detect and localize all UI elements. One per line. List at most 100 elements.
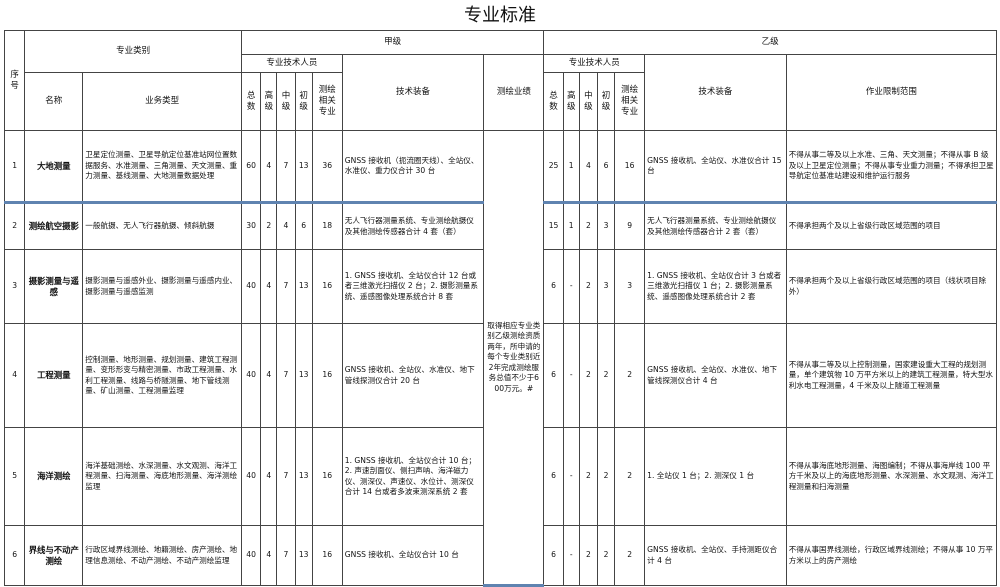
header-high-a: 高级 [260, 72, 278, 131]
row-name: 海洋测绘 [24, 427, 84, 526]
b-high: 1 [562, 130, 580, 204]
row-limit: 不得从事国界线测绘，行政区域界线测绘；不得从事 10 万平方米以上的房产测绘 [785, 525, 998, 586]
a-high: 4 [260, 323, 278, 428]
row-no: 4 [3, 323, 26, 428]
b-init: 3 [596, 249, 616, 324]
b-related: 16 [614, 130, 646, 204]
header-limit: 作业限制范围 [785, 54, 998, 131]
a-high: 4 [260, 525, 278, 586]
table-row: 5 海洋测绘 海洋基础测绘、水深测量、水文观测、海洋工程测量、扫海测量、海底地形… [3, 427, 998, 526]
header-equip-b: 技术装备 [644, 54, 787, 131]
a-high: 4 [260, 427, 278, 526]
table-row: 3 摄影测量与遥感 摄影测量与遥感外业、摄影测量与遥感内业、摄影测量与遥感监测 … [3, 249, 998, 324]
a-related: 16 [311, 525, 343, 586]
a-equip: GNSS 接收机（扼流圈天线）、全站仪、水准仪、重力仪合计 30 台 [341, 130, 485, 204]
b-mid: 2 [578, 323, 598, 428]
b-high: - [562, 249, 580, 324]
a-equip: GNSS 接收机、全站仪、水准仪、地下管线探测仪合计 20 台 [341, 323, 485, 428]
header-high-b: 高级 [562, 72, 580, 131]
b-total: 6 [543, 323, 564, 428]
table-row: 4 工程测量 控制测量、地形测量、规划测量、建筑工程测量、变形形变与精密测量、市… [3, 323, 998, 428]
row-biz: 海洋基础测绘、水深测量、水文观测、海洋工程测量、扫海测量、海底地形测量、海洋测绘… [82, 427, 242, 526]
b-mid: 2 [578, 202, 598, 250]
a-equip: 1. GNSS 接收机、全站仪合计 10 台；2. 声速剖面仪、侧扫声呐、海洋磁… [341, 427, 485, 526]
a-mid: 7 [276, 323, 296, 428]
b-related: 2 [614, 323, 646, 428]
header-staff-b: 专业技术人员 [543, 54, 646, 73]
header-init-a: 初级 [294, 72, 313, 131]
table-row: 6 界线与不动产测绘 行政区域界线测绘、地籍测绘、房产测绘、地理信息测绘、不动产… [3, 525, 998, 586]
b-init: 2 [596, 525, 616, 586]
a-init: 13 [294, 427, 313, 526]
b-equip: 1. 全站仪 1 台；2. 测深仪 1 台 [644, 427, 787, 526]
a-init: 6 [294, 202, 313, 250]
b-related: 9 [614, 202, 646, 250]
a-equip: 无人飞行器测量系统、专业测绘航摄仪及其他测绘传感器合计 4 套（套） [341, 202, 485, 250]
header-category: 专业类别 [24, 30, 242, 73]
row-limit: 不得从事二等及以上控制测量，国家建设重大工程的规划测量，单个建筑物 10 万平方… [785, 323, 998, 428]
row-limit: 不得承担两个及以上省级行政区域范围的项目（线状项目除外） [785, 249, 998, 324]
header-biz: 业务类型 [82, 72, 242, 131]
b-total: 6 [543, 249, 564, 324]
a-related: 18 [311, 202, 343, 250]
b-related: 3 [614, 249, 646, 324]
page-title: 专业标准 [464, 5, 536, 26]
row-limit: 不得承担两个及以上省级行政区域范围的项目 [785, 202, 998, 250]
header-mid-a: 中级 [276, 72, 296, 131]
row-biz: 卫星定位测量、卫星导航定位基准站网位置数据服务、水准测量、三角测量、天文测量、重… [82, 130, 242, 204]
b-total: 15 [543, 202, 564, 250]
header-grade-b: 乙级 [543, 30, 997, 55]
a-related: 16 [311, 249, 343, 324]
b-equip: 无人飞行器测量系统、专业测绘航摄仪及其他测绘传感器合计 2 套（套） [644, 202, 787, 250]
a-init: 13 [294, 525, 313, 586]
row-name: 测绘航空摄影 [24, 202, 84, 250]
row-name: 界线与不动产测绘 [24, 525, 84, 586]
row-name: 摄影测量与遥感 [24, 249, 84, 324]
performance-cell: 取得相应专业类别乙级测绘资质两年，所申请的每个专业类别近2年完成测绘服务总值不少… [483, 130, 545, 587]
a-related: 36 [311, 130, 343, 204]
a-equip: 1. GNSS 接收机、全站仪合计 12 台或者三维激光扫描仪 2 台；2. 摄… [341, 249, 485, 324]
header-related-a: 测绘相关专业 [311, 72, 343, 131]
row-name: 工程测量 [24, 323, 84, 428]
standards-table: 序号 专业类别 甲级 乙级 专业技术人员 技术装备 测绘业绩 专业技术人员 技术… [3, 30, 998, 587]
b-equip: GNSS 接收机、全站仪、水准仪、地下管线探测仪合计 4 台 [644, 323, 787, 428]
b-init: 2 [596, 323, 616, 428]
a-equip: GNSS 接收机、全站仪合计 10 台 [341, 525, 485, 586]
table-row: 2 测绘航空摄影 一般航摄、无人飞行器航摄、倾斜航摄 30 2 4 6 18 无… [3, 202, 998, 250]
row-name: 大地测量 [24, 130, 84, 204]
a-total: 60 [240, 130, 262, 204]
b-equip: GNSS 接收机、全站仪、手持测距仪合计 4 台 [644, 525, 787, 586]
row-no: 1 [3, 130, 26, 204]
header-performance: 测绘业绩 [483, 54, 545, 131]
row-biz: 摄影测量与遥感外业、摄影测量与遥感内业、摄影测量与遥感监测 [82, 249, 242, 324]
header-name: 名称 [24, 72, 84, 131]
b-equip: GNSS 接收机、全站仪、水准仪合计 15 台 [644, 130, 787, 204]
b-total: 6 [543, 427, 564, 526]
b-total: 6 [543, 525, 564, 586]
a-high: 4 [260, 249, 278, 324]
row-no: 3 [3, 249, 26, 324]
b-high: - [562, 323, 580, 428]
header-grade-a: 甲级 [240, 30, 545, 55]
b-init: 6 [596, 130, 616, 204]
b-related: 2 [614, 427, 646, 526]
header-related-b: 测绘相关专业 [614, 72, 646, 131]
a-init: 13 [294, 249, 313, 324]
b-equip: 1. GNSS 接收机、全站仪合计 3 台或者三维激光扫描仪 1 台；2. 摄影… [644, 249, 787, 324]
b-high: - [562, 525, 580, 586]
header-init-b: 初级 [596, 72, 616, 131]
a-init: 13 [294, 323, 313, 428]
b-total: 25 [543, 130, 564, 204]
a-high: 4 [260, 130, 278, 204]
a-mid: 7 [276, 525, 296, 586]
row-no: 5 [3, 427, 26, 526]
a-total: 40 [240, 249, 262, 324]
a-init: 13 [294, 130, 313, 204]
header-seq: 序号 [3, 30, 26, 131]
row-biz: 一般航摄、无人飞行器航摄、倾斜航摄 [82, 202, 242, 250]
a-total: 40 [240, 525, 262, 586]
b-mid: 4 [578, 130, 598, 204]
a-mid: 7 [276, 130, 296, 204]
b-mid: 2 [578, 525, 598, 586]
a-high: 2 [260, 202, 278, 250]
